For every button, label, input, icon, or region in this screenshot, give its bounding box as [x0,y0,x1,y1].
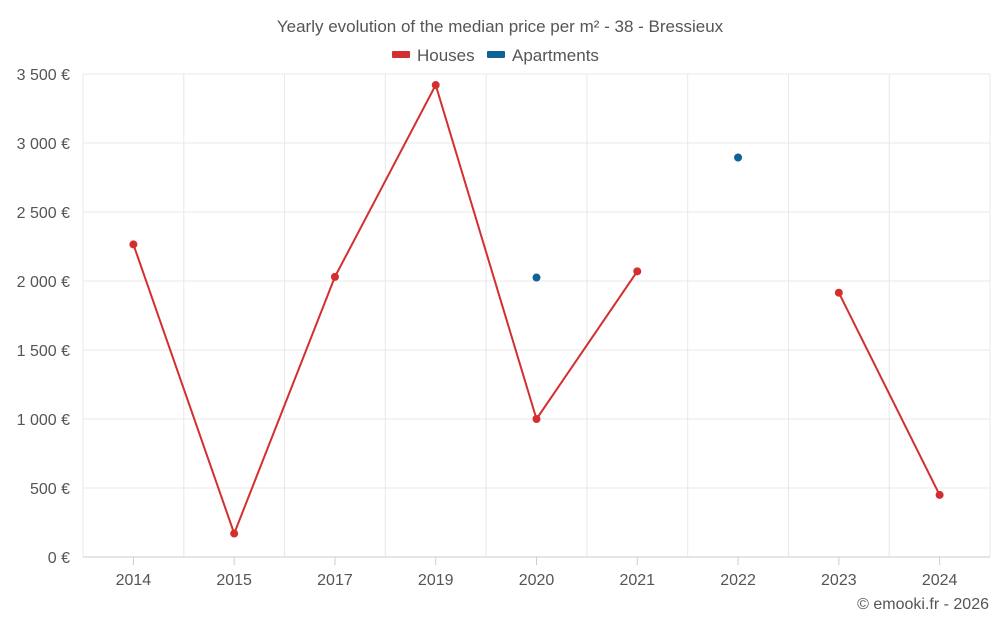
data-point-houses[interactable] [431,81,440,90]
legend-label-apartments[interactable]: Apartments [512,46,599,65]
credit-text: © emooki.fr - 2026 [857,596,989,613]
data-point-houses[interactable] [230,529,239,538]
grid [82,73,991,558]
x-axis: 2014 2015 2017 2019 2020 2021 2022 2023 2024 [116,557,958,589]
data-point-apartments[interactable] [532,273,541,282]
series-line-houses [837,292,941,496]
x-tick-label: 2021 [619,572,655,589]
x-tick-label: 2023 [821,572,857,589]
legend-swatch-houses[interactable] [392,51,410,58]
y-tick-label: 1 000 € [17,412,70,429]
y-tick-label: 3 500 € [17,67,70,84]
x-tick-label: 2017 [317,572,353,589]
y-tick-label: 500 € [30,481,70,498]
y-tick-label: 2 500 € [17,205,70,222]
series-layer [129,81,944,538]
data-point-houses[interactable] [129,240,138,249]
data-point-houses[interactable] [330,272,339,281]
y-tick-label: 3 000 € [17,136,70,153]
series-line-houses [132,84,639,535]
x-tick-label: 2015 [216,572,252,589]
data-point-apartments[interactable] [734,153,743,162]
chart-title: Yearly evolution of the median price per… [277,17,724,36]
x-tick-label: 2020 [519,572,555,589]
data-point-houses[interactable] [633,267,642,276]
data-point-houses[interactable] [834,288,843,297]
data-point-houses[interactable] [532,415,541,423]
x-tick-label: 2019 [418,572,454,589]
x-tick-label: 2014 [116,572,152,589]
legend-label-houses[interactable]: Houses [417,46,475,65]
y-tick-label: 1 500 € [17,343,70,360]
legend-swatch-apartments[interactable] [487,51,505,58]
x-tick-label: 2024 [922,572,958,589]
x-tick-label: 2022 [720,572,756,589]
data-point-houses[interactable] [935,490,944,499]
legend[interactable]: Houses Apartments [392,46,599,65]
y-tick-label: 2 000 € [17,274,70,291]
y-tick-label: 0 € [48,550,70,567]
y-axis: 0 € 500 € 1 000 € 1 500 € 2 000 € 2 500 € 3 00… [17,67,70,567]
